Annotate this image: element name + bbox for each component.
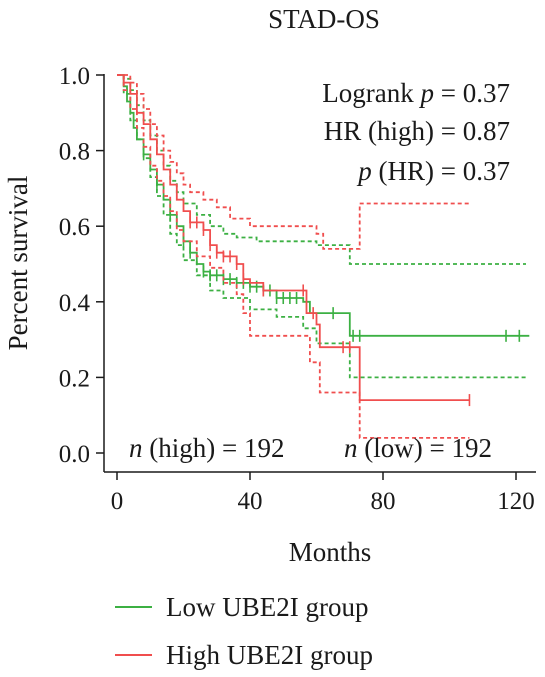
ci-line-2: [117, 74, 526, 379]
x-ticks: 0 40 80 120: [111, 472, 535, 515]
legend: Low UBE2I group High UBE2I group: [115, 592, 373, 670]
ci-line-5: [117, 74, 470, 439]
y-ticks: 0.0 0.2 0.4 0.6 0.8 1.0: [59, 63, 104, 468]
series-layer: [117, 74, 530, 439]
logrank-annotation: Logrank p = 0.37: [322, 78, 510, 108]
y-tick-label: 0.8: [59, 139, 90, 166]
n-low-annotation: n (low) = 192: [344, 433, 492, 463]
hr-annotation: HR (high) = 0.87: [324, 116, 510, 146]
y-tick-label: 1.0: [59, 63, 90, 90]
n-high-annotation: n (high) = 192: [129, 433, 284, 463]
x-tick-label: 80: [371, 488, 396, 515]
chart-title: STAD-OS: [268, 4, 380, 34]
y-tick-label: 0.6: [59, 214, 90, 241]
x-axis-label: Months: [289, 537, 372, 567]
ci-line-4: [117, 74, 470, 250]
y-tick-label: 0.4: [59, 290, 91, 317]
plot-area: [117, 74, 530, 439]
legend-label-high: High UBE2I group: [166, 640, 373, 670]
y-axis-label: Percent survival: [3, 176, 33, 351]
legend-label-low: Low UBE2I group: [166, 592, 368, 622]
x-tick-label: 40: [238, 488, 263, 515]
y-tick-label: 0.2: [59, 365, 90, 392]
x-tick-label: 120: [497, 488, 535, 515]
survival-line-0: [117, 74, 530, 337]
x-tick-label: 0: [111, 488, 124, 515]
y-tick-label: 0.0: [59, 441, 90, 468]
p-hr-annotation: p (HR) = 0.37: [356, 156, 510, 186]
